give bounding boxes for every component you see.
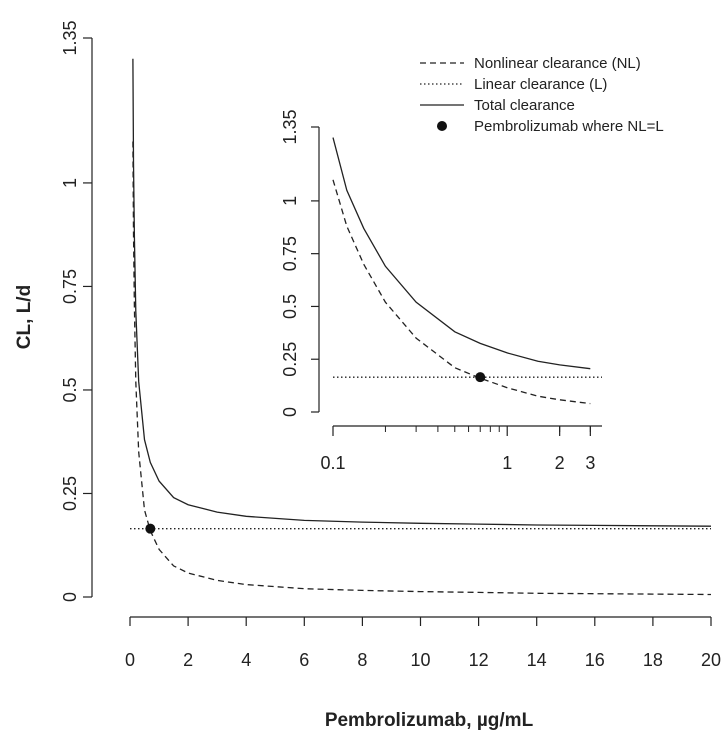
- y-tick-label: 1.35: [60, 20, 80, 55]
- x-tick-label: 6: [299, 650, 309, 670]
- legend-key-point: [437, 121, 447, 131]
- x-tick-label: 16: [585, 650, 605, 670]
- series-line: [132, 58, 712, 527]
- inset-x-tick-label: 2: [555, 453, 565, 473]
- inset-y-tick-label: 0: [280, 407, 300, 417]
- x-axis-title: Pembrolizumab, µg/mL: [325, 710, 534, 730]
- x-tick-label: 18: [643, 650, 663, 670]
- inset-y-tick-label: 1: [280, 196, 300, 206]
- inset-x-tick-label: 1: [502, 453, 512, 473]
- y-tick-label: 0.5: [60, 377, 80, 402]
- inset-x-tick-label: 3: [585, 453, 595, 473]
- series-lines: [130, 58, 712, 596]
- y-axis-ticks: 0 0.25 0.5 0.75 1 1.35: [60, 20, 92, 602]
- inset-y-tick-label: 0.5: [280, 294, 300, 319]
- legend-label: Nonlinear clearance (NL): [474, 55, 641, 72]
- x-tick-label: 4: [241, 650, 251, 670]
- inset-series-line: [332, 137, 591, 370]
- legend-label: Pembrolizumab where NL=L: [474, 118, 664, 135]
- legend: Nonlinear clearance (NL) Linear clearance…: [420, 55, 664, 135]
- x-tick-label: 2: [183, 650, 193, 670]
- x-tick-label: 0: [125, 650, 135, 670]
- x-tick-label: 12: [469, 650, 489, 670]
- x-tick-label: 20: [701, 650, 721, 670]
- y-axis-title: CL, L/d: [14, 285, 35, 349]
- y-tick-label: 1: [60, 178, 80, 188]
- inset-y-axis-ticks: 0 0.25 0.5 0.75 1 1.35: [280, 109, 319, 417]
- series-line: [132, 141, 712, 596]
- y-tick-label: 0.25: [60, 476, 80, 511]
- inset-x-axis-ticks: 0.1 1 2 3: [320, 426, 595, 473]
- inset-y-tick-label: 0.25: [280, 342, 300, 377]
- x-tick-label: 8: [357, 650, 367, 670]
- inset-plot: 0.1 1 2 3 0 0.25 0.5 0.75 1 1.35: [280, 109, 602, 473]
- x-tick-label: 14: [527, 650, 547, 670]
- y-tick-label: 0.75: [60, 269, 80, 304]
- inset-x-tick-label: 0.1: [320, 453, 345, 473]
- legend-label: Linear clearance (L): [474, 76, 607, 93]
- x-tick-label: 10: [410, 650, 430, 670]
- y-tick-label: 0: [60, 592, 80, 602]
- inset-series-lines: [332, 137, 602, 405]
- nl-equals-l-point: [145, 523, 156, 534]
- inset-y-tick-label: 1.35: [280, 109, 300, 144]
- inset-nl-equals-l-point: [475, 372, 486, 383]
- x-axis-ticks: 0 2 4 6 8 10 12 14 16 18 20: [125, 617, 721, 670]
- inset-y-tick-label: 0.75: [280, 236, 300, 271]
- inset-series-line: [332, 179, 591, 405]
- legend-label: Total clearance: [474, 97, 575, 114]
